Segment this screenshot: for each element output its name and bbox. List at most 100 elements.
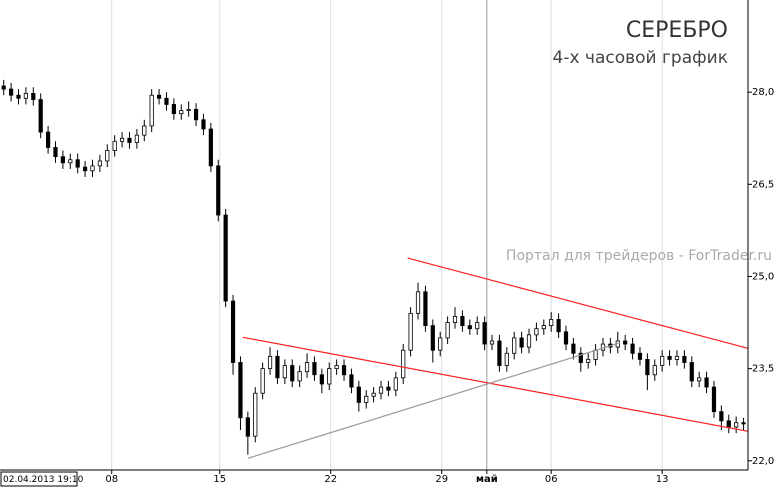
- candle-body: [179, 110, 184, 115]
- candle-body: [741, 422, 746, 425]
- candle-body: [452, 316, 458, 323]
- watermark: Портал для трейдеров - ForTrader.ru: [506, 248, 772, 264]
- candle-body: [341, 365, 347, 376]
- candle-body: [430, 325, 435, 351]
- x-tick-label: 22: [324, 474, 337, 485]
- candle-body: [223, 214, 228, 302]
- candle-body: [171, 104, 176, 115]
- candle-body: [45, 131, 51, 148]
- y-tick-label: 22,0: [752, 456, 774, 467]
- candle-body: [423, 291, 428, 327]
- candle-body: [1, 85, 6, 90]
- candle-body: [208, 128, 213, 167]
- candle-body: [16, 94, 21, 99]
- candle-body: [645, 359, 650, 376]
- candle-body: [386, 386, 391, 391]
- cursor-label: 02.04.2013 19:10: [3, 475, 84, 485]
- candle-body: [623, 340, 628, 345]
- chart-subtitle: 4-х часовой график: [553, 48, 729, 68]
- candle-body: [297, 371, 302, 382]
- candle-body: [534, 328, 539, 336]
- chart-title: СЕРЕБРО: [626, 18, 728, 43]
- candle-body: [334, 365, 339, 370]
- candle-body: [238, 362, 243, 419]
- candle-body: [475, 322, 480, 330]
- candle-body: [719, 411, 724, 422]
- candle-body: [245, 417, 250, 437]
- candle-body: [704, 377, 709, 388]
- candle-body: [127, 137, 132, 143]
- candle-body: [526, 334, 532, 348]
- candle-body: [112, 140, 117, 151]
- trend-line: [407, 257, 749, 349]
- candle-body: [674, 355, 680, 360]
- candle-body: [60, 156, 65, 164]
- candle-body: [682, 355, 687, 363]
- candle-body: [482, 322, 487, 345]
- candle-body: [364, 395, 369, 403]
- candle-body: [230, 300, 236, 363]
- candle-body: [467, 325, 472, 330]
- candle-body: [401, 349, 406, 379]
- y-tick-label: 23,5: [752, 364, 774, 375]
- candle-body: [549, 319, 554, 327]
- candle-body: [356, 386, 361, 403]
- y-tick-label: 25,0: [752, 271, 774, 282]
- trend-line: [242, 336, 749, 432]
- candle-body: [31, 92, 36, 100]
- candle-body: [726, 420, 731, 428]
- candle-body: [460, 316, 465, 327]
- candle-body: [267, 355, 273, 370]
- candle-body: [38, 99, 43, 133]
- candle-body: [652, 365, 657, 376]
- candle-body: [571, 343, 576, 354]
- candle-body: [282, 365, 287, 379]
- candle-body: [697, 377, 702, 382]
- candle-body: [327, 368, 332, 385]
- candle-body: [23, 92, 28, 99]
- candle-body: [304, 362, 310, 373]
- candle-body: [497, 340, 502, 366]
- candle-body: [593, 349, 598, 360]
- candle-body: [556, 319, 561, 333]
- axes: 22,0 23,5 25,0 26,5 28,0 08 15 22 29 май 06 13: [105, 87, 774, 485]
- candle-body: [8, 88, 14, 96]
- candle-body: [489, 340, 495, 345]
- candle-body: [119, 137, 125, 142]
- x-tick-label: май: [476, 474, 498, 485]
- candle-body: [260, 368, 265, 394]
- candle-body: [445, 322, 450, 339]
- candle-body: [142, 125, 147, 136]
- candle-body: [156, 94, 162, 99]
- candle-body: [438, 337, 443, 351]
- candle-body: [519, 337, 524, 348]
- candle-body: [512, 337, 517, 354]
- candle-body: [164, 97, 169, 105]
- candle-body: [504, 352, 509, 366]
- trend-line: [247, 342, 621, 459]
- candle-body: [319, 374, 324, 385]
- x-tick-label: 13: [656, 474, 669, 485]
- candle-body: [97, 160, 102, 167]
- candle-body: [134, 134, 139, 143]
- candle-body: [667, 355, 672, 360]
- candle-body: [82, 166, 88, 172]
- candle-body: [541, 325, 546, 330]
- candle-body: [275, 355, 280, 379]
- y-tick-label: 26,5: [752, 179, 774, 190]
- candle-body: [68, 159, 73, 164]
- candle-body: [415, 291, 421, 314]
- candle-body: [253, 392, 258, 437]
- candle-body: [75, 159, 80, 168]
- candle-body: [290, 365, 295, 382]
- cursor-box: [0, 471, 78, 487]
- x-tick-label: 29: [435, 474, 448, 485]
- candle-body: [105, 150, 110, 162]
- grid: [111, 0, 663, 470]
- candle-body: [193, 108, 199, 121]
- candle-body: [689, 362, 694, 382]
- candle-body: [201, 119, 206, 130]
